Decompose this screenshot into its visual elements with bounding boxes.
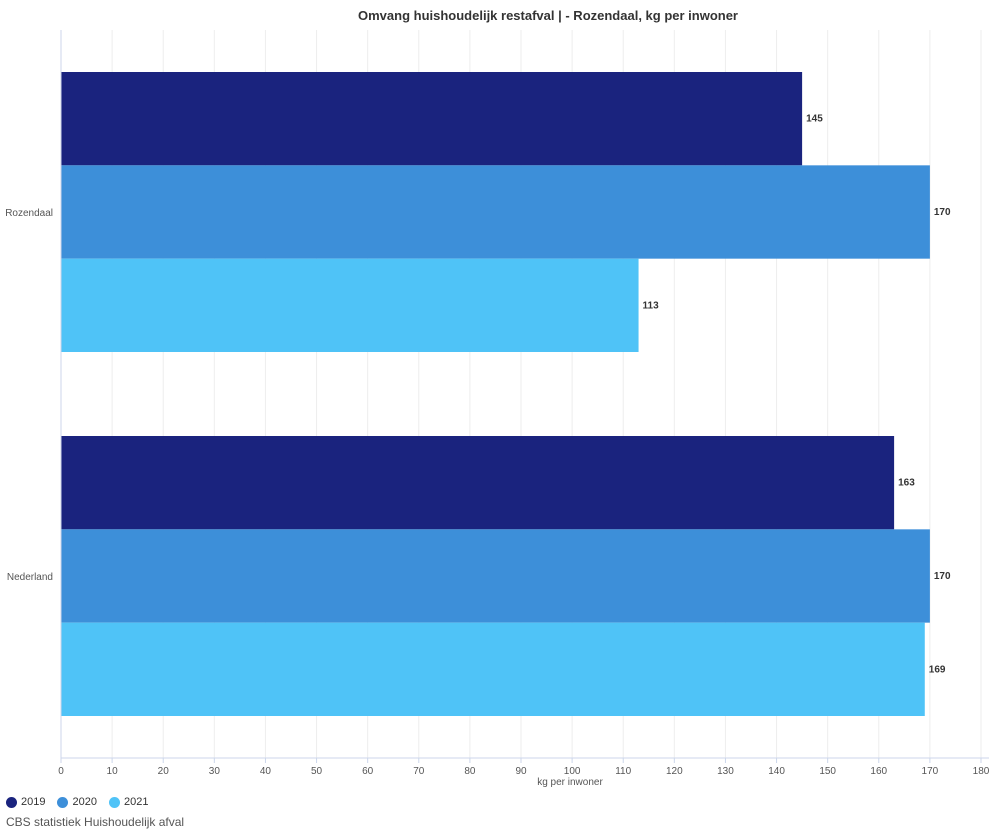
x-tick-label-110: 110 bbox=[615, 766, 631, 777]
x-tick-label-50: 50 bbox=[311, 766, 323, 777]
bars bbox=[61, 72, 930, 716]
x-tick-label-10: 10 bbox=[107, 766, 119, 777]
y-category-label-nederland: Nederland bbox=[7, 572, 53, 583]
legend-item-2020[interactable]: 2020 bbox=[57, 796, 97, 808]
chart-title: Omvang huishoudelijk restafval | - Rozen… bbox=[358, 8, 738, 23]
data-label-rozendaal-2020: 170 bbox=[934, 207, 951, 218]
data-label-nederland-2021: 169 bbox=[929, 664, 946, 675]
x-tick-label-70: 70 bbox=[413, 766, 425, 777]
x-tick-label-120: 120 bbox=[666, 766, 683, 777]
data-labels: 145 170 113 163 170 169 bbox=[643, 114, 951, 676]
bar-rozendaal-2021[interactable] bbox=[61, 258, 639, 352]
x-tick-label-140: 140 bbox=[768, 766, 785, 777]
x-tick-label-170: 170 bbox=[922, 766, 939, 777]
y-category-label-rozendaal: Rozendaal bbox=[5, 208, 53, 219]
x-tick-label-40: 40 bbox=[260, 766, 272, 777]
x-tick-label-0: 0 bbox=[58, 766, 64, 777]
bar-rozendaal-2019[interactable] bbox=[61, 72, 803, 166]
legend-label-2019: 2019 bbox=[21, 796, 46, 808]
legend: 2019 2020 2021 bbox=[6, 796, 148, 808]
x-tick-label-100: 100 bbox=[564, 766, 581, 777]
legend-label-2021: 2021 bbox=[123, 796, 149, 808]
source-credit: CBS statistiek Huishoudelijk afval bbox=[6, 815, 185, 829]
data-label-rozendaal-2021: 113 bbox=[643, 300, 660, 311]
bar-nederland-2020[interactable] bbox=[61, 529, 930, 623]
x-tick-label-150: 150 bbox=[819, 766, 836, 777]
x-tick-label-80: 80 bbox=[464, 766, 476, 777]
bar-nederland-2019[interactable] bbox=[61, 436, 895, 530]
x-tick-label-160: 160 bbox=[870, 766, 887, 777]
legend-item-2019[interactable]: 2019 bbox=[6, 796, 45, 808]
legend-label-2020: 2020 bbox=[72, 796, 97, 808]
x-tick-label-20: 20 bbox=[158, 766, 170, 777]
x-tick-label-60: 60 bbox=[362, 766, 374, 777]
legend-swatch-2020 bbox=[57, 796, 69, 808]
x-tick-label-180: 180 bbox=[973, 766, 989, 777]
bar-nederland-2021[interactable] bbox=[61, 622, 925, 716]
data-label-nederland-2020: 170 bbox=[934, 571, 951, 582]
data-label-nederland-2019: 163 bbox=[898, 478, 915, 489]
x-tick-label-30: 30 bbox=[209, 766, 221, 777]
x-tick-label-90: 90 bbox=[515, 766, 527, 777]
x-axis-title: kg per inwoner bbox=[537, 777, 603, 788]
axes: 0 10 20 30 40 50 60 70 80 90 100 110 120 130 140 150 160… bbox=[5, 30, 989, 777]
bar-rozendaal-2020[interactable] bbox=[61, 165, 930, 259]
x-tick-label-130: 130 bbox=[717, 766, 734, 777]
legend-swatch-2019 bbox=[6, 796, 17, 808]
legend-swatch-2021 bbox=[108, 796, 120, 808]
legend-item-2021[interactable]: 2021 bbox=[108, 796, 149, 808]
data-label-rozendaal-2019: 145 bbox=[806, 114, 823, 125]
